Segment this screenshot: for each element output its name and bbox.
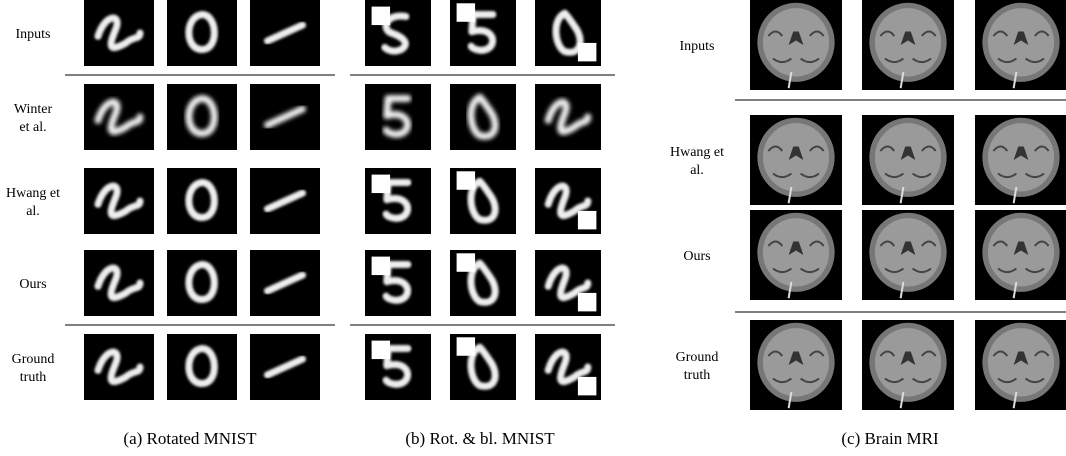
occlusion-square <box>457 3 475 21</box>
brain-tissue <box>988 8 1054 76</box>
image <box>365 168 431 234</box>
image-background <box>167 334 237 400</box>
image <box>750 115 842 205</box>
brain-tissue <box>988 123 1054 191</box>
image-background <box>167 168 237 234</box>
image <box>975 115 1066 205</box>
row-label: Inputs <box>16 27 51 42</box>
image <box>365 0 431 66</box>
image <box>250 84 320 150</box>
image <box>450 334 516 400</box>
image <box>167 334 237 400</box>
image <box>862 320 954 410</box>
image <box>450 84 516 150</box>
image <box>450 250 516 316</box>
image <box>862 115 954 205</box>
brain-tissue <box>988 328 1054 396</box>
brain-tissue <box>763 8 829 76</box>
image <box>84 0 154 66</box>
row-label: Inputs <box>680 39 715 54</box>
occlusion-square <box>372 257 390 275</box>
occlusion-square <box>372 7 390 25</box>
occlusion-square <box>372 341 390 359</box>
image-background <box>450 84 516 150</box>
figure: Inputs Winteret al. Hwang etal. Ours Groundt… <box>0 0 1066 456</box>
image <box>365 250 431 316</box>
occlusion-square <box>457 171 475 189</box>
occlusion-square <box>578 43 596 61</box>
image <box>250 334 320 400</box>
brain-tissue <box>875 123 941 191</box>
image <box>975 210 1066 300</box>
image <box>250 0 320 66</box>
brain-tissue <box>875 328 941 396</box>
image <box>975 0 1066 90</box>
occlusion-square <box>578 377 596 395</box>
occlusion-square <box>457 253 475 271</box>
image <box>250 250 320 316</box>
image <box>84 250 154 316</box>
image <box>535 84 601 150</box>
panel-caption: (c) Brain MRI <box>841 429 939 448</box>
image <box>167 84 237 150</box>
image <box>862 210 954 300</box>
image <box>365 84 431 150</box>
brain-tissue <box>763 123 829 191</box>
image <box>750 210 842 300</box>
brain-tissue <box>875 8 941 76</box>
image <box>84 334 154 400</box>
image <box>167 0 237 66</box>
image <box>750 0 842 90</box>
image <box>862 0 954 90</box>
occlusion-square <box>578 211 596 229</box>
occlusion-square <box>457 337 475 355</box>
image-background <box>167 0 237 66</box>
image <box>365 334 431 400</box>
image <box>750 320 842 410</box>
panel-caption: (a) Rotated MNIST <box>123 429 257 448</box>
brain-tissue <box>988 218 1054 286</box>
panel-caption: (b) Rot. & bl. MNIST <box>405 429 555 448</box>
image <box>84 168 154 234</box>
image <box>250 168 320 234</box>
image <box>167 168 237 234</box>
row-label: Ours <box>19 277 46 292</box>
image <box>975 320 1066 410</box>
image <box>450 168 516 234</box>
row-label: Ours <box>683 249 710 264</box>
image <box>535 0 601 66</box>
image <box>84 84 154 150</box>
image <box>535 334 601 400</box>
brain-tissue <box>763 218 829 286</box>
image <box>167 250 237 316</box>
image <box>535 168 601 234</box>
occlusion-square <box>372 175 390 193</box>
brain-tissue <box>763 328 829 396</box>
image-background <box>167 84 237 150</box>
image <box>450 0 516 66</box>
brain-tissue <box>875 218 941 286</box>
occlusion-square <box>578 293 596 311</box>
image-background <box>167 250 237 316</box>
image <box>535 250 601 316</box>
